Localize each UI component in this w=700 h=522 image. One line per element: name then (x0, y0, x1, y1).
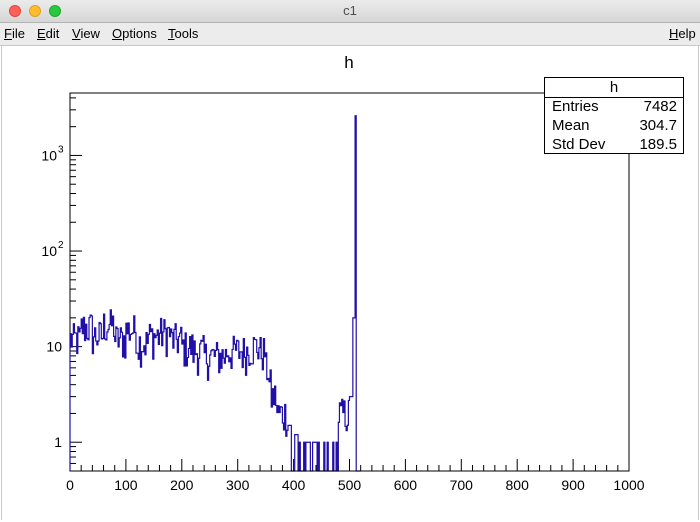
y-tick-label: 10 (41, 243, 57, 259)
stats-row-mean: Mean 304.7 (552, 117, 677, 135)
y-tick-exponent: 3 (58, 144, 64, 155)
window-title: c1 (343, 3, 357, 18)
x-tick-label: 0 (66, 477, 74, 493)
x-tick-label: 800 (506, 477, 530, 493)
x-tick-label: 200 (170, 477, 194, 493)
menu-view[interactable]: View (72, 26, 100, 41)
y-tick-label: 10 (41, 147, 57, 163)
x-tick-label: 900 (561, 477, 585, 493)
chart-title: h (344, 53, 353, 72)
menu-options[interactable]: Options (112, 26, 157, 41)
x-tick-label: 700 (450, 477, 474, 493)
stats-value: 189.5 (639, 136, 677, 153)
x-axis-ticks: 0 100 200 300 400 500 600 700 800 900 1000 (66, 459, 645, 493)
y-tick-label: 10 (46, 339, 62, 355)
y-tick-exponent: 2 (58, 240, 64, 251)
stats-value: 7482 (643, 98, 677, 115)
stats-label: Mean (552, 117, 590, 134)
stats-row-stddev: Std Dev 189.5 (552, 136, 677, 154)
stats-label: Entries (552, 98, 599, 115)
x-tick-label: 100 (114, 477, 138, 493)
close-window-button[interactable] (9, 5, 21, 17)
menu-help[interactable]: Help (669, 26, 696, 41)
minimize-window-button[interactable] (29, 5, 41, 17)
menu-bar: File Edit View Options Tools Help (0, 23, 700, 46)
menu-tools[interactable]: Tools (168, 26, 199, 41)
x-tick-label: 600 (394, 477, 418, 493)
stats-title: h (609, 79, 619, 96)
x-tick-label: 1000 (613, 477, 644, 493)
maximize-window-button[interactable] (49, 5, 61, 17)
stats-row-entries: Entries 7482 (552, 98, 677, 116)
y-tick-label: 1 (54, 434, 62, 450)
x-tick-label: 500 (338, 477, 362, 493)
stats-label: Std Dev (552, 136, 606, 153)
stats-value: 304.7 (639, 117, 677, 134)
x-tick-label: 400 (282, 477, 306, 493)
menu-file[interactable]: File (4, 26, 25, 41)
title-bar[interactable]: c1 (0, 0, 700, 23)
histogram-series (69, 115, 629, 472)
x-tick-label: 300 (226, 477, 250, 493)
menu-edit[interactable]: Edit (37, 26, 60, 41)
stats-divider (545, 97, 683, 98)
histogram-line (69, 115, 361, 472)
stats-box[interactable]: h Entries 7482 Mean 304.7 Std Dev 189.5 (544, 77, 684, 154)
